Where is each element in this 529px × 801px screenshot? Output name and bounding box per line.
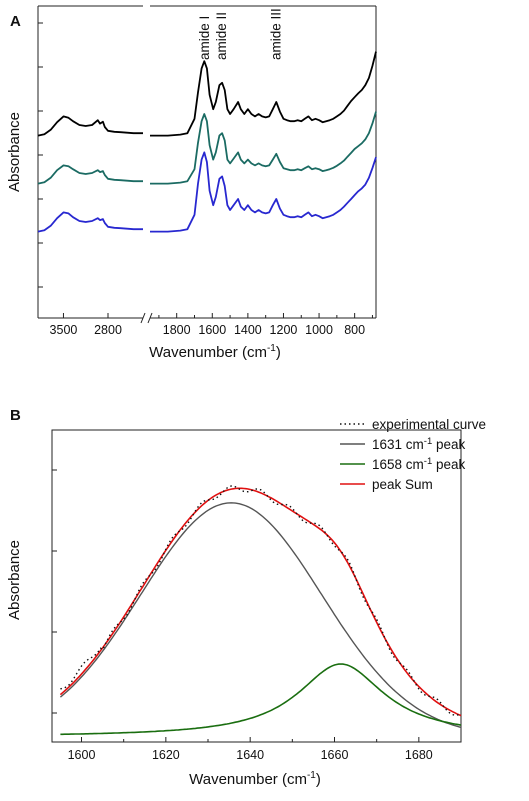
panel-b-series-experimental-curve-line: [60, 485, 462, 716]
panel-b-legend-label-main: 1631 cm: [372, 437, 424, 452]
panel-a: A Absorbance Wavenumber (cm-1) 3500 2800 1…: [6, 5, 377, 361]
panel-a-series-2-left-line: [37, 211, 143, 233]
panel-b-legend-label-main: peak Sum: [372, 477, 433, 492]
panel-b-legend-label: 1658 cm-1 peak: [372, 456, 466, 472]
panel-b-x-tick-label: 1680: [405, 748, 433, 762]
panel-b-ylabel: Absorbance: [6, 540, 23, 620]
panel-a-annotation: amide III: [268, 8, 283, 60]
panel-b-legend-label-rest: peak: [432, 457, 465, 472]
panel-a-series-2-right-line: [150, 151, 377, 233]
panel-a-ylabel: Absorbance: [6, 112, 23, 192]
panel-b-series-peak-sum-line: [59, 487, 462, 717]
panel-a-x-tick-label: 800: [344, 323, 365, 337]
panel-a-xlabel: Wavenumber (cm-1): [149, 343, 281, 361]
panel-b-ticks: 1600 1620 1640 1660 1680: [52, 469, 462, 762]
panel-a-series-0-left-line: [37, 115, 143, 137]
panel-a-series-1-left-line: [37, 164, 143, 185]
panel-a-annotation: amide I: [197, 16, 212, 60]
panel-a-series: [37, 51, 377, 233]
panel-a-x-tick-label: 1800: [163, 323, 191, 337]
panel-b-series-1631-peak-line: [59, 502, 462, 729]
panel-a-x-tick-label: 1000: [305, 323, 333, 337]
panel-b-label: B: [10, 407, 21, 424]
panel-a-x-tick-label: 3500: [50, 323, 78, 337]
panel-a-xlabel-close: ): [276, 344, 281, 361]
panel-a-x-tick-label: 1400: [234, 323, 262, 337]
panel-b-plot-frame: [51, 429, 462, 743]
panel-b-legend-label-sup: -1: [424, 436, 432, 447]
panel-a-ticks: 3500 2800 1800 1600 1400 1200 1000 800: [38, 22, 373, 337]
panel-b-x-tick-label: 1620: [152, 748, 180, 762]
panel-a-axis-break-mark: [140, 312, 146, 324]
panel-a-x-tick-label: 2800: [94, 323, 122, 337]
panel-b-legend-label-sup: -1: [424, 456, 432, 467]
panel-a-series-1-right-line: [150, 111, 377, 185]
panel-b-frame: [51, 429, 462, 743]
panel-b-xlabel-main: Wavenumber (cm: [189, 771, 307, 788]
panel-b-xlabel: Wavenumber (cm-1): [189, 770, 321, 788]
panel-b-series-1658-peak-line: [60, 663, 462, 736]
panel-a-x-tick-label: 1200: [270, 323, 298, 337]
panel-b-legend-label-rest: peak: [432, 437, 465, 452]
panel-a-x-tick-label: 1600: [198, 323, 226, 337]
panel-b-legend-label: experimental curve: [372, 417, 486, 432]
panel-b-x-tick-label: 1640: [236, 748, 264, 762]
panel-b-x-tick-label: 1660: [321, 748, 349, 762]
panel-b-legend-label: 1631 cm-1 peak: [372, 436, 466, 452]
panel-a-xlabel-main: Wavenumber (cm: [149, 344, 267, 361]
panel-a-series-0-right-line: [150, 51, 377, 137]
panel-a-xlabel-sup: -1: [267, 343, 276, 354]
panel-b-xlabel-sup: -1: [307, 770, 316, 781]
panel-a-label: A: [10, 13, 21, 30]
panel-a-axis-break-mark: [147, 312, 153, 324]
panel-b-legend-label-main: 1658 cm: [372, 457, 424, 472]
panel-b-x-tick-label: 1600: [68, 748, 96, 762]
panel-a-frame: [37, 5, 377, 324]
panel-b-legend-label-main: experimental curve: [372, 417, 486, 432]
panel-b-xlabel-close: ): [316, 771, 321, 788]
panel-b-series: [59, 485, 462, 736]
panel-b-legend-label: peak Sum: [372, 477, 433, 492]
panel-a-annotation: amide II: [214, 12, 229, 60]
panel-b: B Absorbance Wavenumber (cm-1) 1600 1620 1…: [6, 407, 486, 788]
